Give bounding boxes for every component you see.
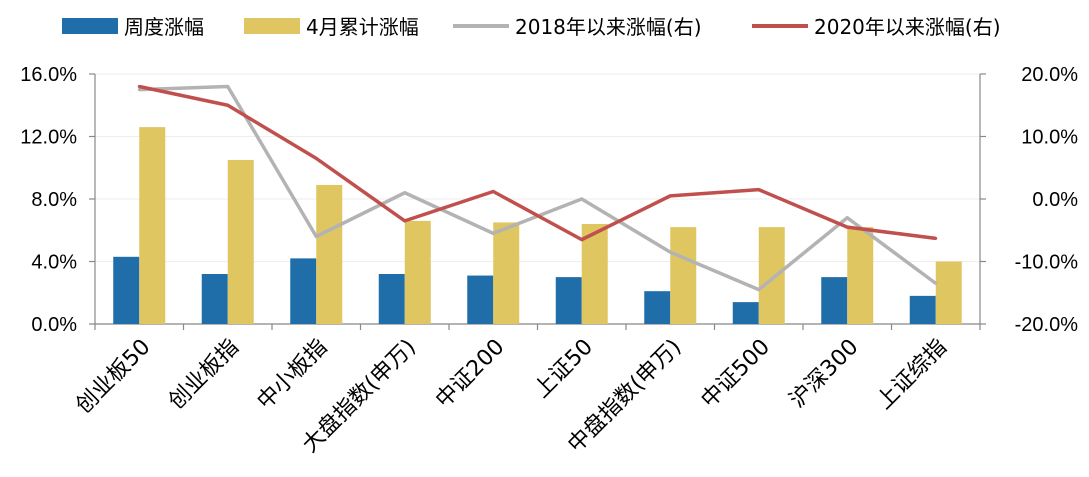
y-right-tick-label: 0.0%: [1032, 189, 1078, 211]
bar-weekly-change: [821, 277, 848, 324]
point-since-2020: [314, 156, 318, 160]
bar-weekly-change: [378, 274, 405, 324]
point-since-2020: [580, 238, 584, 242]
y-right-tick-label: 20.0%: [1021, 64, 1078, 86]
legend-swatch: [244, 18, 300, 34]
bar-april-cumulative: [404, 220, 431, 324]
legend-label: 周度涨幅: [124, 15, 204, 39]
point-since-2018: [934, 281, 938, 285]
legend-swatch: [62, 18, 118, 34]
legend: 周度涨幅 4月累计涨幅 2018年以来涨幅(右) 2020年以来涨幅(右): [62, 15, 1001, 39]
point-since-2020: [491, 190, 495, 193]
y-left-tick-label: 16.0%: [20, 64, 77, 86]
x-category-label: 创业板指: [164, 335, 244, 415]
bar-april-cumulative: [227, 159, 254, 324]
point-since-2020: [668, 194, 672, 198]
point-since-2018: [137, 88, 141, 92]
point-since-2018: [226, 85, 230, 88]
point-since-2020: [403, 219, 407, 223]
legend-label: 2018年以来涨幅(右): [515, 15, 702, 39]
x-category-label: 上证综指: [872, 335, 952, 415]
y-left-tick-label: 12.0%: [20, 127, 77, 149]
point-since-2018: [403, 191, 407, 195]
x-category-label: 中小板指: [253, 335, 333, 415]
bar-april-cumulative: [935, 261, 962, 324]
bar-weekly-change: [467, 275, 494, 324]
y-left-tick-label: 0.0%: [31, 314, 77, 336]
point-since-2020: [137, 85, 141, 88]
bar-april-cumulative: [847, 227, 874, 324]
point-since-2018: [757, 288, 761, 292]
x-category-label: 上证50: [529, 335, 598, 404]
bar-april-cumulative: [758, 227, 785, 324]
bar-weekly-change: [201, 274, 228, 324]
point-since-2018: [580, 197, 584, 201]
point-since-2018: [845, 216, 849, 220]
bar-weekly-change: [113, 256, 140, 324]
x-category-label: 创业板50: [71, 335, 155, 419]
bar-weekly-change: [644, 291, 671, 324]
x-category-label: 中证500: [697, 335, 775, 413]
y-right-tick-label: 10.0%: [1021, 127, 1078, 149]
point-since-2018: [668, 250, 672, 254]
legend-label: 2020年以来涨幅(右): [814, 15, 1001, 39]
point-since-2020: [845, 225, 849, 229]
bar-weekly-change: [909, 295, 936, 324]
bar-april-cumulative: [581, 224, 608, 324]
point-since-2020: [934, 236, 938, 240]
bar-weekly-change: [555, 277, 582, 324]
y-left-tick-label: 4.0%: [31, 252, 77, 274]
point-since-2020: [757, 188, 761, 192]
y-right-tick-label: -20.0%: [1015, 314, 1079, 336]
point-since-2018: [314, 235, 318, 238]
bar-weekly-change: [732, 302, 759, 324]
bar-april-cumulative: [139, 127, 166, 324]
bars: [113, 127, 962, 324]
y-left-tick-label: 8.0%: [31, 189, 77, 211]
legend-label: 4月累计涨幅: [306, 15, 419, 39]
line-since-2018: [139, 84, 937, 292]
bar-april-cumulative: [493, 222, 520, 324]
bar-weekly-change: [290, 258, 317, 324]
x-category-label: 沪深300: [785, 335, 863, 413]
y-right-tick-label: -10.0%: [1015, 252, 1079, 274]
x-category-label: 中证200: [431, 335, 509, 413]
point-since-2020: [226, 103, 230, 107]
bar-april-cumulative: [316, 184, 343, 324]
bar-april-cumulative: [670, 227, 697, 324]
line-since-2020: [138, 84, 936, 242]
point-since-2018: [491, 231, 495, 235]
